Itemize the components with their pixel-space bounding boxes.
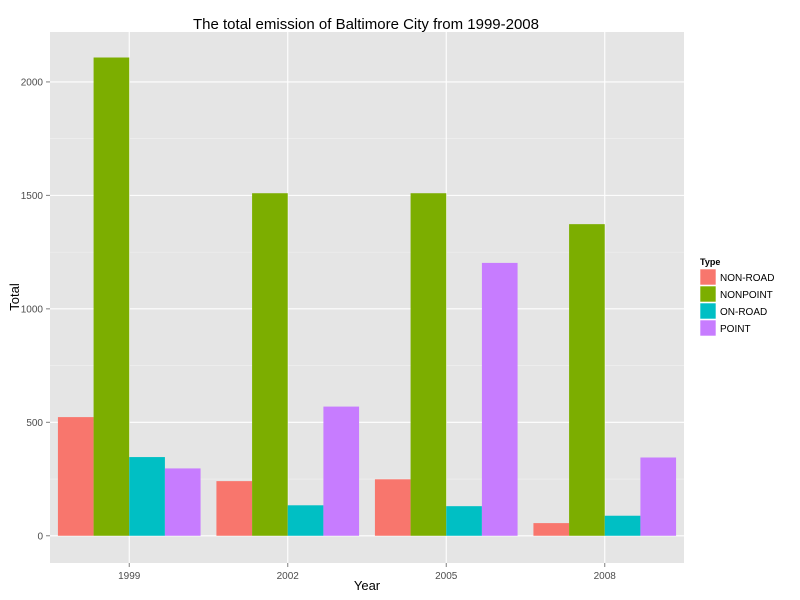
bar-nonpoint-2008 bbox=[569, 224, 605, 536]
x-tick-label: 2008 bbox=[594, 571, 617, 582]
y-tick-label: 2000 bbox=[21, 77, 44, 88]
bar-on-road-2005 bbox=[446, 506, 482, 536]
x-axis: 1999 2002 2005 2008 bbox=[118, 563, 616, 582]
legend-title: Type bbox=[700, 257, 720, 267]
bar-on-road-2008 bbox=[604, 515, 641, 536]
x-tick-label: 1999 bbox=[118, 571, 141, 582]
legend-label-on-road: ON-ROAD bbox=[720, 307, 767, 318]
bars bbox=[57, 57, 677, 536]
legend-label-non-road: NON-ROAD bbox=[720, 273, 774, 284]
bar-non-road-1999 bbox=[57, 417, 94, 536]
y-tick-label: 1000 bbox=[21, 304, 44, 315]
x-axis-label: Year bbox=[354, 578, 381, 593]
y-axis-label: Total bbox=[7, 283, 22, 311]
bar-point-2008 bbox=[640, 457, 677, 536]
bar-non-road-2002 bbox=[216, 481, 253, 536]
bar-nonpoint-2005 bbox=[410, 193, 447, 536]
legend-swatch-point bbox=[699, 319, 717, 337]
y-tick-label: 0 bbox=[37, 531, 43, 542]
x-tick-label: 2002 bbox=[277, 571, 300, 582]
bar-on-road-2002 bbox=[287, 505, 324, 536]
plot-panel bbox=[50, 32, 684, 563]
legend-swatch-non-road bbox=[699, 268, 717, 286]
bar-on-road-1999 bbox=[129, 457, 165, 536]
legend-swatch-on-road bbox=[699, 302, 717, 320]
bar-nonpoint-2002 bbox=[252, 193, 288, 536]
bar-nonpoint-1999 bbox=[93, 57, 130, 536]
x-tick-label: 2005 bbox=[435, 571, 458, 582]
legend: Type NON-ROAD NONPOINT ON-ROAD POINT bbox=[699, 257, 774, 337]
y-tick-label: 1500 bbox=[21, 191, 44, 202]
bar-non-road-2005 bbox=[374, 479, 411, 536]
bar-non-road-2008 bbox=[533, 523, 570, 536]
bar-point-2002 bbox=[323, 406, 360, 536]
y-tick-label: 500 bbox=[26, 418, 43, 429]
legend-label-nonpoint: NONPOINT bbox=[720, 290, 773, 301]
chart-title: The total emission of Baltimore City fro… bbox=[193, 16, 539, 33]
legend-swatch-nonpoint bbox=[699, 285, 717, 303]
y-axis: 0 500 1000 1500 2000 bbox=[21, 77, 50, 542]
bar-point-1999 bbox=[164, 468, 201, 536]
legend-items: NON-ROAD NONPOINT ON-ROAD POINT bbox=[699, 268, 774, 337]
legend-label-point: POINT bbox=[720, 324, 751, 335]
bar-point-2005 bbox=[481, 262, 518, 536]
